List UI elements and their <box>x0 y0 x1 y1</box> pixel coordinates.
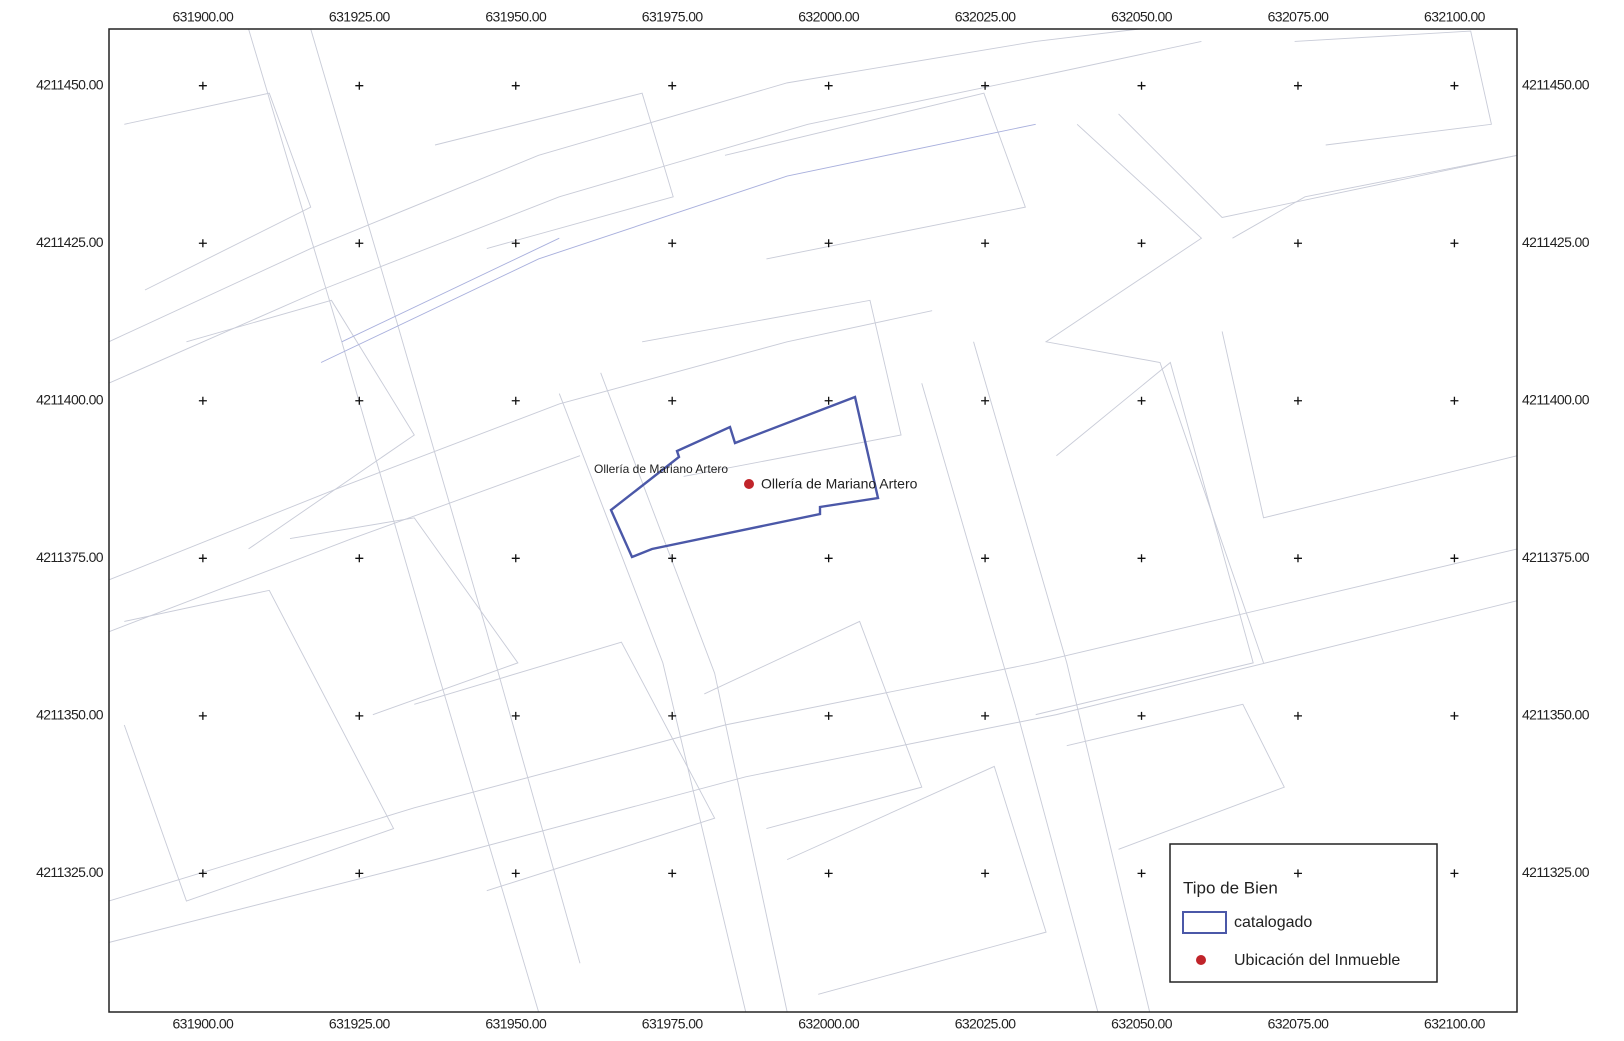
grid-cross <box>198 711 207 720</box>
x-tick-label-bottom: 632100.00 <box>1424 1016 1486 1032</box>
grid-cross <box>981 554 990 563</box>
y-tick-label-right: 4211400.00 <box>1522 391 1590 407</box>
legend: Tipo de Bien catalogado Ubicación del In… <box>1169 843 1438 983</box>
x-tick-label-top: 632075.00 <box>1268 9 1330 25</box>
grid-cross <box>1293 869 1302 878</box>
grid-cross <box>824 396 833 405</box>
x-tick-label-bottom: 632000.00 <box>798 1016 860 1032</box>
x-tick-label-top: 631950.00 <box>485 9 547 25</box>
x-tick-label-top: 631925.00 <box>329 9 391 25</box>
grid-cross <box>668 396 677 405</box>
grid-cross <box>198 869 207 878</box>
x-tick-label-bottom: 632075.00 <box>1268 1016 1330 1032</box>
legend-symbol-polygon <box>1182 911 1227 934</box>
parcel-label: Ollería de Mariano Artero <box>594 462 728 476</box>
grid-cross <box>981 81 990 90</box>
y-tick-label-left: 4211450.00 <box>36 76 104 92</box>
x-tick-label-bottom: 631900.00 <box>172 1016 234 1032</box>
grid-cross <box>824 711 833 720</box>
grid-cross <box>511 554 520 563</box>
grid-cross <box>511 711 520 720</box>
x-tick-label-bottom: 631950.00 <box>485 1016 547 1032</box>
legend-title: Tipo de Bien <box>1183 878 1278 897</box>
y-tick-label-right: 4211450.00 <box>1522 76 1590 92</box>
grid-cross <box>668 239 677 248</box>
legend-label: catalogado <box>1234 914 1312 931</box>
y-tick-label-left: 4211400.00 <box>36 391 104 407</box>
grid-cross <box>198 396 207 405</box>
grid-cross <box>668 869 677 878</box>
grid-cross <box>981 711 990 720</box>
grid-cross <box>668 81 677 90</box>
x-tick-label-top: 632000.00 <box>798 9 860 25</box>
catalogued-parcel <box>609 395 880 559</box>
grid-cross <box>1293 396 1302 405</box>
grid-cross <box>668 554 677 563</box>
grid-cross <box>511 869 520 878</box>
grid-cross <box>1137 396 1146 405</box>
grid-cross <box>981 396 990 405</box>
grid-cross <box>1137 711 1146 720</box>
grid-cross <box>1293 239 1302 248</box>
grid-cross <box>1293 81 1302 90</box>
grid-cross <box>355 711 364 720</box>
cadastral-linework <box>108 28 1518 1013</box>
grid-cross <box>511 396 520 405</box>
grid-cross <box>355 239 364 248</box>
grid-cross <box>824 81 833 90</box>
grid-cross <box>355 81 364 90</box>
x-tick-label-top: 631900.00 <box>172 9 234 25</box>
location-point <box>744 479 754 489</box>
grid-cross <box>1137 239 1146 248</box>
y-tick-label-left: 4211425.00 <box>36 234 104 250</box>
grid-cross <box>824 554 833 563</box>
grid-cross <box>355 869 364 878</box>
grid-cross <box>1293 554 1302 563</box>
grid-cross <box>511 239 520 248</box>
y-tick-label-right: 4211375.00 <box>1522 549 1590 565</box>
grid-cross <box>1450 869 1459 878</box>
y-tick-label-right: 4211425.00 <box>1522 234 1590 250</box>
grid-cross <box>824 239 833 248</box>
grid-cross <box>355 554 364 563</box>
y-tick-label-left: 4211325.00 <box>36 864 104 880</box>
x-tick-label-bottom: 631975.00 <box>642 1016 704 1032</box>
y-tick-label-right: 4211325.00 <box>1522 864 1590 880</box>
grid-cross <box>1450 396 1459 405</box>
grid-cross <box>355 396 364 405</box>
grid-cross <box>981 869 990 878</box>
legend-label: Ubicación del Inmueble <box>1234 952 1400 969</box>
grid-cross <box>668 711 677 720</box>
grid-cross <box>1450 239 1459 248</box>
grid-cross <box>1450 81 1459 90</box>
grid-cross <box>198 239 207 248</box>
grid-cross <box>1137 554 1146 563</box>
grid-cross <box>981 239 990 248</box>
x-tick-label-top: 631975.00 <box>642 9 704 25</box>
x-tick-label-top: 632050.00 <box>1111 9 1173 25</box>
point-label: Ollería de Mariano Artero <box>761 476 918 492</box>
y-tick-label-left: 4211375.00 <box>36 549 104 565</box>
grid-cross <box>1450 711 1459 720</box>
y-tick-label-right: 4211350.00 <box>1522 707 1590 723</box>
x-tick-label-bottom: 632025.00 <box>955 1016 1017 1032</box>
grid-cross <box>1293 711 1302 720</box>
grid-cross <box>511 81 520 90</box>
x-tick-label-bottom: 632050.00 <box>1111 1016 1173 1032</box>
x-tick-label-top: 632100.00 <box>1424 9 1486 25</box>
grid-cross <box>198 554 207 563</box>
x-tick-label-bottom: 631925.00 <box>329 1016 391 1032</box>
grid-cross <box>1450 554 1459 563</box>
grid-cross <box>1137 81 1146 90</box>
map-frame <box>108 28 1518 1013</box>
grid-cross <box>824 869 833 878</box>
legend-symbol-point <box>1196 955 1206 965</box>
grid-cross <box>1137 869 1146 878</box>
y-tick-label-left: 4211350.00 <box>36 707 104 723</box>
x-tick-label-top: 632025.00 <box>955 9 1017 25</box>
grid-cross <box>198 81 207 90</box>
